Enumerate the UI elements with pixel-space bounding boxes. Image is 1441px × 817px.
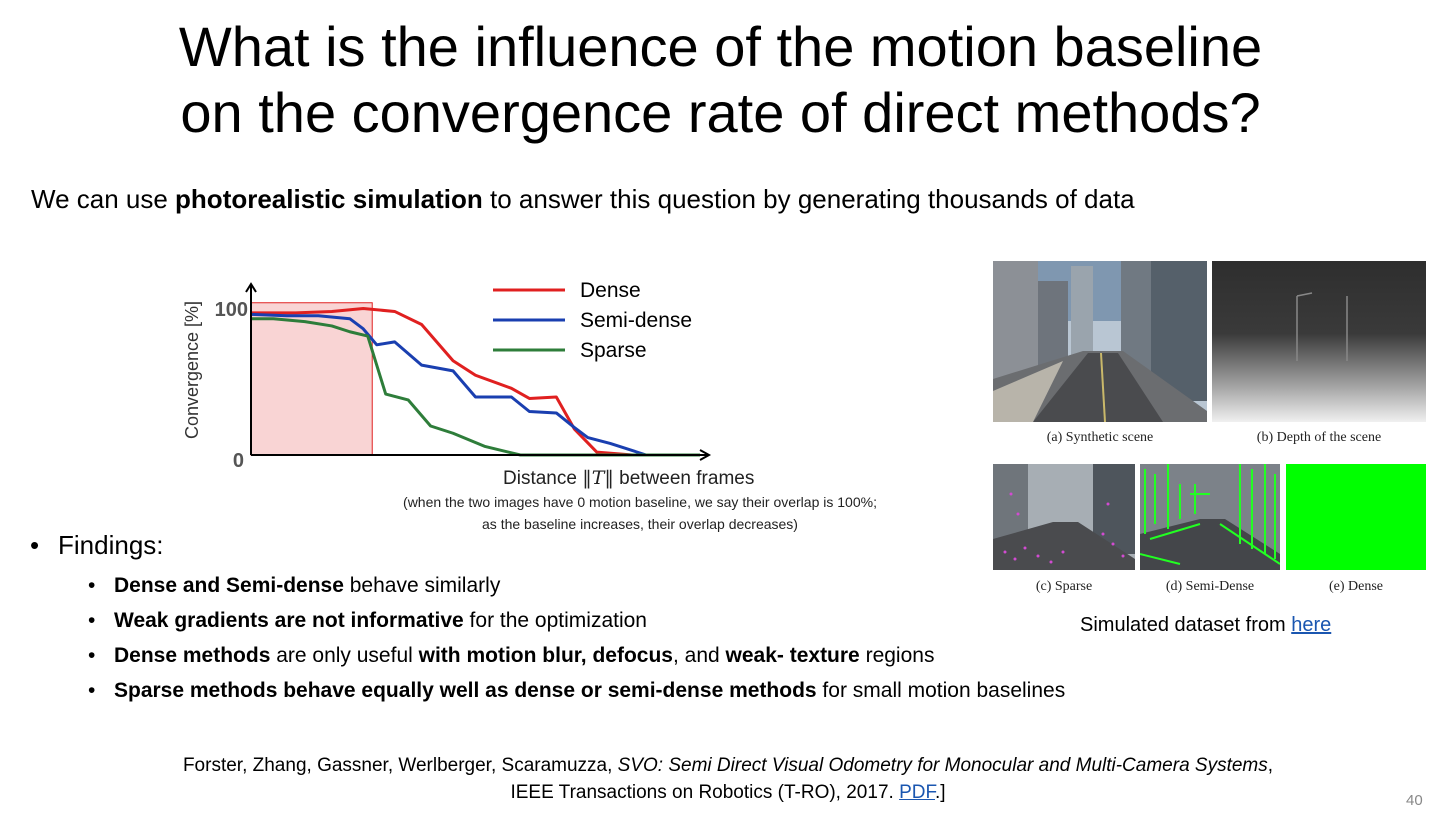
depth-drawing — [1296, 292, 1348, 361]
findings-list: • Dense and Semi-dense behave similarly •… — [88, 568, 1065, 708]
finding-text-3: regions — [859, 644, 935, 667]
finding-bold: Dense methods — [114, 644, 271, 667]
x-axis-caption: Distance ‖T‖ between frames — [503, 467, 754, 490]
x-caption-symbol: ‖T‖ — [582, 467, 614, 489]
bullet-dot: • — [88, 679, 96, 702]
intro-text: We can use photorealistic simulation to … — [31, 184, 1135, 215]
reference-end: .] — [934, 782, 946, 803]
sparse-image — [993, 464, 1135, 570]
findings-label: Findings: — [58, 530, 164, 560]
bullet-dot: • — [88, 609, 96, 632]
reference-line-1: Forster, Zhang, Gassner, Werlberger, Sca… — [0, 752, 1441, 779]
depth-image — [1212, 261, 1426, 422]
finding-text-2: , and — [672, 644, 726, 667]
intro-bold: photorealistic simulation — [175, 184, 483, 214]
synthetic-scene-drawing — [993, 261, 1207, 422]
reference-authors: Forster, Zhang, Gassner, Werlberger, Sca… — [182, 755, 618, 776]
caption-depth: (b) Depth of the scene — [1256, 430, 1382, 445]
finding-item: • Weak gradients are not informative for … — [88, 603, 1065, 638]
finding-text: for small motion baselines — [816, 679, 1066, 702]
legend-label-dense: Dense — [580, 279, 641, 302]
sparse-drawing — [993, 464, 1135, 570]
bullet-dot: • — [88, 644, 96, 667]
page-number: 40 — [1406, 792, 1423, 809]
finding-bold: Sparse methods behave equally well as de… — [114, 679, 817, 702]
x-axis-arrow — [699, 449, 712, 461]
y-tick-label-100: 100 — [215, 299, 248, 321]
bullet-dot: • — [30, 530, 40, 560]
slide-title: What is the influence of the motion base… — [0, 14, 1441, 146]
finding-text: for the optimization — [463, 609, 647, 632]
semi-dense-drawing — [1140, 464, 1280, 570]
finding-bold: Weak gradients are not informative — [114, 609, 464, 632]
caption-semi-dense: (d) Semi-Dense — [1165, 579, 1255, 594]
finding-bold: Dense and Semi-dense — [114, 574, 344, 597]
series-line-sparse — [251, 317, 700, 457]
caption-synthetic-scene: (a) Synthetic scene — [1046, 430, 1154, 445]
caption-sparse: (c) Sparse — [1035, 579, 1093, 594]
finding-item: • Sparse methods behave equally well as d… — [88, 673, 1065, 708]
title-line-2: on the convergence rate of direct method… — [180, 81, 1261, 144]
convergence-chart: 100 0 Convergence [%] Dense Semi-dense Spa… — [182, 279, 712, 470]
series-line-semi-dense — [250, 312, 700, 457]
x-caption-post: between frames — [613, 468, 755, 489]
highlight-region — [250, 302, 373, 456]
credit-text: Simulated dataset from — [1080, 614, 1292, 636]
synthetic-scene-image — [993, 261, 1207, 422]
finding-bold-2: with motion blur, defocus — [418, 644, 673, 667]
pdf-link[interactable]: PDF — [899, 782, 935, 803]
legend: Dense Semi-dense Sparse — [493, 279, 692, 362]
x-axis-note: (when the two images have 0 motion basel… — [360, 491, 920, 535]
findings-heading: • Findings: — [30, 530, 164, 561]
reference-comma: , — [1267, 755, 1274, 776]
finding-item: • Dense methods are only useful with moti… — [88, 638, 1065, 673]
finding-item: • Dense and Semi-dense behave similarly — [88, 568, 1065, 603]
reference-venue: IEEE Transactions on Robotics (T-RO), 20… — [510, 782, 900, 803]
finding-bold-3: weak- texture — [725, 644, 860, 667]
bullet-dot: • — [88, 574, 96, 597]
dataset-credit: Simulated dataset from here — [1080, 614, 1331, 637]
finding-text: behave similarly — [343, 574, 501, 597]
reference-line-2: IEEE Transactions on Robotics (T-RO), 20… — [0, 779, 1441, 806]
intro-pre: We can use — [31, 184, 176, 214]
legend-label-sparse: Sparse — [580, 339, 647, 362]
intro-post: to answer this question by generating th… — [482, 184, 1135, 214]
x-note-line-1: (when the two images have 0 motion basel… — [403, 494, 877, 510]
semi-dense-image — [1140, 464, 1280, 570]
series-line-dense — [251, 307, 700, 457]
y-axis-arrow — [245, 282, 257, 293]
reference: Forster, Zhang, Gassner, Werlberger, Sca… — [0, 752, 1441, 806]
x-note-line-2: as the baseline increases, their overlap… — [482, 516, 798, 532]
legend-label-semi-dense: Semi-dense — [580, 309, 692, 332]
reference-title: SVO: Semi Direct Visual Odometry for Mon… — [617, 755, 1268, 776]
series-lines — [250, 307, 700, 457]
x-caption-pre: Distance — [503, 468, 583, 489]
caption-dense: (e) Dense — [1328, 579, 1384, 594]
y-axis-label: Convergence [%] — [182, 301, 202, 439]
dataset-link[interactable]: here — [1291, 614, 1332, 636]
title-line-1: What is the influence of the motion base… — [178, 15, 1263, 78]
y-tick-label-0: 0 — [233, 450, 244, 470]
dense-image — [1286, 464, 1426, 570]
finding-text: are only useful — [270, 644, 419, 667]
